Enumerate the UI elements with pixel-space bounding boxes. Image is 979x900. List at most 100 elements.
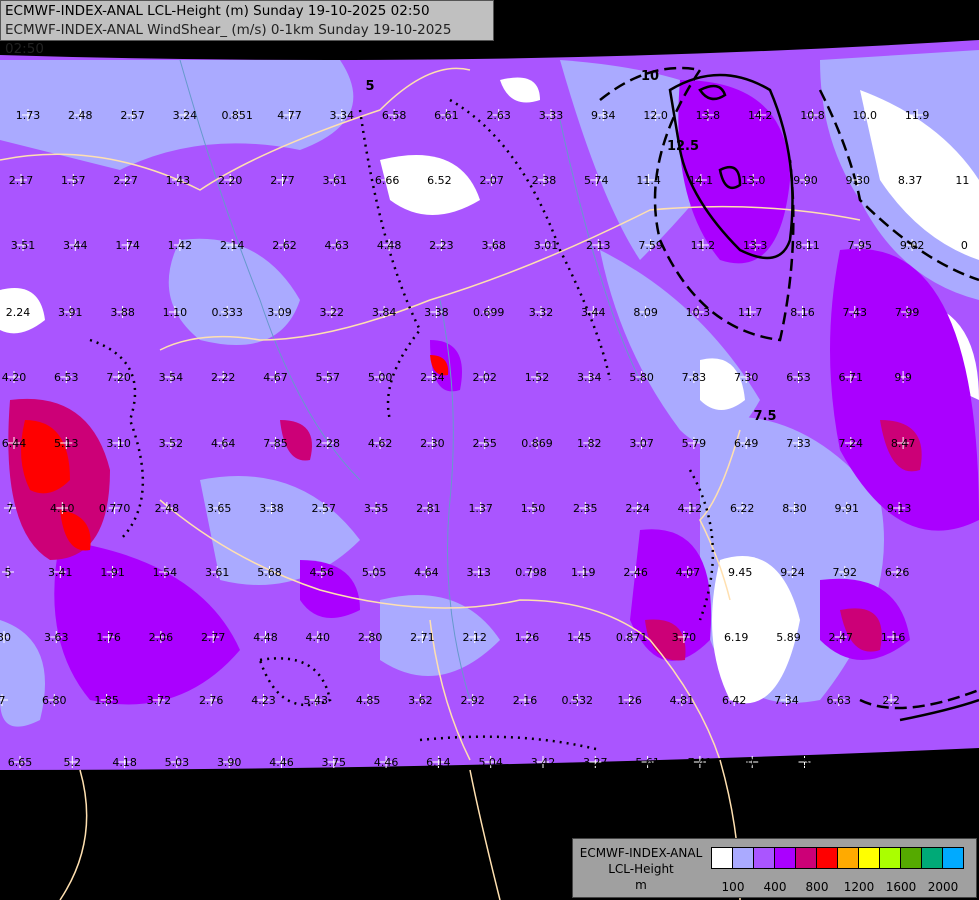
station-marker (897, 371, 910, 383)
station-marker (478, 371, 491, 383)
station-value: 3.62 (408, 694, 433, 707)
station-marker (701, 109, 714, 121)
station-marker (583, 371, 596, 383)
station-value: 4.46 (269, 756, 294, 769)
station-value: 1.52 (525, 371, 550, 384)
station-marker (629, 566, 642, 578)
station-value: 3.52 (159, 437, 184, 450)
station-value: 2.12 (462, 631, 487, 644)
legend-swatch (733, 848, 754, 868)
station-marker (0, 631, 10, 643)
station-value: 3.13 (466, 566, 491, 579)
station-value: 5.80 (629, 371, 654, 384)
station-marker (786, 566, 799, 578)
legend-swatch (880, 848, 901, 868)
station-value: 1.74 (115, 239, 140, 252)
station-marker (901, 306, 914, 318)
station-marker (838, 566, 851, 578)
station-marker (472, 566, 485, 578)
station-marker (335, 109, 348, 121)
station-marker (311, 631, 324, 643)
station-value: 7.43 (843, 306, 868, 319)
station-value: 9.30 (846, 174, 871, 187)
station-value: 2.46 (623, 566, 648, 579)
station-value: 3.10 (106, 437, 131, 450)
station-value: 10.3 (686, 306, 711, 319)
station-marker (321, 437, 334, 449)
station-value: 14.2 (748, 109, 773, 122)
station-marker (160, 502, 173, 514)
station-marker (623, 694, 636, 706)
station-marker (590, 174, 603, 186)
station-value: 2.24 (625, 502, 650, 515)
station-value: 4.64 (414, 566, 439, 579)
station-marker (275, 756, 288, 768)
station-marker (330, 239, 343, 251)
legend-tick-label: 400 (763, 880, 787, 894)
station-value: 0.532 (562, 694, 594, 707)
station-value: 6.19 (724, 631, 749, 644)
station-value: 2.06 (149, 631, 174, 644)
legend-swatch (922, 848, 943, 868)
station-marker (211, 566, 224, 578)
station-marker (276, 174, 289, 186)
legend-colorbar (711, 847, 964, 869)
station-value: 2.48 (155, 502, 180, 515)
station-marker (683, 502, 696, 514)
station-marker (317, 502, 330, 514)
station-value: 6.53 (786, 371, 811, 384)
station-value: 13.3 (743, 239, 768, 252)
station-marker (414, 694, 427, 706)
station-marker (100, 694, 113, 706)
station-marker (368, 566, 381, 578)
station-value: 2.57 (120, 109, 145, 122)
legend-tick-label: 100 (721, 880, 745, 894)
station-marker (625, 631, 638, 643)
station-marker (2, 566, 14, 578)
station-marker (278, 239, 291, 251)
station-marker (911, 109, 924, 121)
station-value: 1.43 (166, 174, 191, 187)
station-marker (782, 631, 795, 643)
station-marker (226, 239, 239, 251)
station-value: 1.26 (617, 694, 642, 707)
station-value: 2.30 (420, 437, 445, 450)
station-marker (956, 174, 969, 186)
station-value: 3.44 (581, 306, 606, 319)
station-value: 2.17 (9, 174, 34, 187)
station-value: 6.65 (8, 756, 33, 769)
station-value: 4.64 (211, 437, 236, 450)
station-marker (119, 174, 132, 186)
station-value: 4.63 (325, 239, 350, 252)
station-marker (364, 631, 377, 643)
station-marker (420, 566, 433, 578)
station-marker (579, 502, 592, 514)
station-marker (631, 502, 644, 514)
station-value: 7.59 (638, 239, 663, 252)
station-marker (265, 502, 278, 514)
station-marker (589, 756, 602, 768)
station-marker (315, 566, 328, 578)
station-marker (492, 109, 505, 121)
station-value: 4.10 (50, 502, 75, 515)
station-value: 3.09 (267, 306, 292, 319)
station-value: 2.48 (68, 109, 93, 122)
station-marker (858, 109, 871, 121)
station-value: 3.38 (259, 502, 284, 515)
station-value: 7.34 (774, 694, 799, 707)
station-value: 2.77 (270, 174, 295, 187)
station-marker (687, 437, 700, 449)
station-value: 5.57 (316, 371, 341, 384)
station-value: 6.14 (426, 756, 451, 769)
station-marker (734, 566, 747, 578)
station-marker (840, 502, 853, 514)
station-value: 10.0 (853, 109, 878, 122)
station-value: 13.8 (696, 109, 721, 122)
station-value: 7.41 (688, 756, 713, 769)
station-value: 5.2 (64, 756, 82, 769)
station-value: 7.85 (263, 437, 288, 450)
station-marker (834, 631, 847, 643)
station-marker (848, 306, 861, 318)
station-value: 9.24 (780, 566, 805, 579)
station-value: 13.0 (741, 174, 766, 187)
